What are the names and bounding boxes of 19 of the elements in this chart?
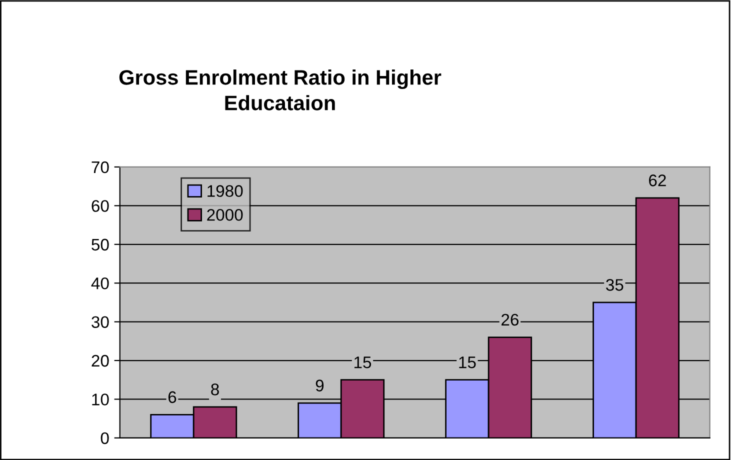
y-tick-label: 50 xyxy=(92,238,109,251)
legend-label: 1980 xyxy=(208,185,243,197)
data-label: 8 xyxy=(211,384,219,396)
data-label: 6 xyxy=(168,391,176,404)
y-tick-label: 0 xyxy=(100,432,109,444)
y-tick-label: 30 xyxy=(92,316,109,328)
data-label: 26 xyxy=(502,314,519,326)
chart-title: Gross Enrolment Ratio in Higher Educataion xyxy=(119,70,442,110)
data-label: 15 xyxy=(459,356,476,368)
data-label: 35 xyxy=(606,279,624,291)
y-tick-label: 20 xyxy=(92,354,109,367)
data-label: 62 xyxy=(649,174,666,186)
y-tick-label: 70 xyxy=(92,161,109,174)
y-tick-label: 10 xyxy=(92,394,109,406)
data-label: 15 xyxy=(354,356,372,368)
y-tick-label: 40 xyxy=(91,278,109,290)
y-tick-label: 60 xyxy=(92,200,109,212)
legend-label: 2000 xyxy=(207,209,243,221)
data-label: 9 xyxy=(316,380,324,392)
